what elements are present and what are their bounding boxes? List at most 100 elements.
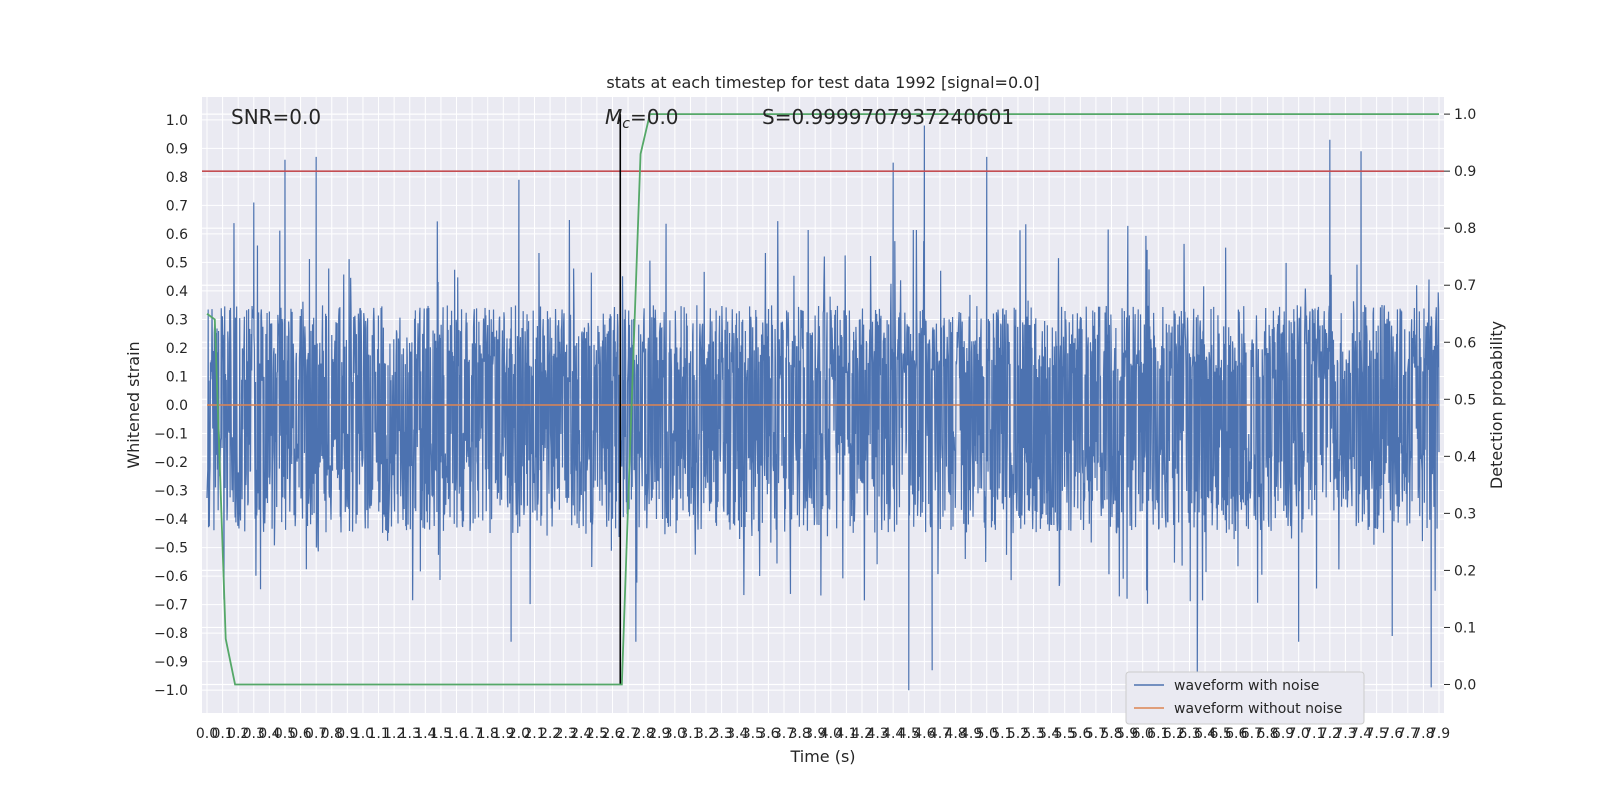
x-tick-label: 0.2 [227,726,249,742]
x-tick-label: 7.2 [1319,726,1341,742]
x-tick-label: 1.9 [492,726,514,742]
x-tick-label: 5.5 [1054,726,1076,742]
x-tick-label: 7.6 [1381,726,1403,742]
x-tick-label: 5.7 [1085,726,1107,742]
x-tick-label: 4.5 [898,726,920,742]
snr-annotation: SNR=0.0 [231,105,321,129]
x-tick-label: 2.8 [633,726,655,742]
left-y-tick-label: 0.7 [166,198,188,214]
x-tick-label: 3.2 [695,726,717,742]
x-tick-label: 0.7 [305,726,327,742]
left-y-tick-label: −0.9 [154,655,188,671]
score-annotation: S=0.9999707937240601 [762,105,1014,129]
x-tick-label: 0.8 [321,726,343,742]
x-tick-label: 0.9 [336,726,358,742]
x-tick-label: 0.1 [211,726,233,742]
x-tick-label: 5.9 [1116,726,1138,742]
x-tick-label: 2.4 [570,726,592,742]
x-tick-label: 7.1 [1303,726,1325,742]
x-tick-label: 2.9 [648,726,670,742]
x-tick-label: 6.1 [1147,726,1169,742]
x-tick-labels: 0.00.10.20.30.40.50.60.70.80.91.01.11.21… [196,726,1450,742]
x-tick-label: 4.2 [851,726,873,742]
line-series [202,113,1444,686]
chart-title: stats at each timestep for test data 199… [606,73,1039,92]
left-y-tick-label: 0.4 [166,284,188,300]
x-tick-label: 5.0 [976,726,998,742]
right-y-tick-labels: 1.0 0.9 0.8 0.7 0.6 0.5 0.4 0.3 0.2 0.1 0.0 [1444,107,1476,693]
x-tick-label: 7.0 [1288,726,1310,742]
left-y-tick-label: 0.0 [166,398,188,414]
x-tick-label: 1.2 [383,726,405,742]
left-y-tick-label: −0.5 [154,541,188,557]
x-tick-label: 0.4 [258,726,280,742]
x-tick-label: 6.7 [1241,726,1263,742]
x-tick-label: 1.5 [430,726,452,742]
left-y-tick-label: −0.1 [154,427,188,443]
x-tick-label: 6.6 [1225,726,1247,742]
x-tick-label: 6.8 [1256,726,1278,742]
x-tick-label: 3.4 [726,726,748,742]
right-y-tick-label: 0.2 [1454,563,1476,579]
x-tick-label: 6.0 [1132,726,1154,742]
x-tick-label: 6.9 [1272,726,1294,742]
x-tick-label: 6.4 [1194,726,1216,742]
x-tick-label: 2.1 [523,726,545,742]
x-tick-label: 2.6 [601,726,623,742]
right-y-tick-label: 0.9 [1454,164,1476,180]
x-tick-label: 3.8 [788,726,810,742]
legend-label-clean: waveform without noise [1174,701,1342,717]
x-tick-label: 3.6 [757,726,779,742]
x-tick-label: 1.7 [461,726,483,742]
left-y-tick-label: −0.4 [154,512,188,528]
x-tick-label: 7.7 [1397,726,1419,742]
x-tick-label: 4.9 [960,726,982,742]
left-y-tick-label: 0.6 [166,227,188,243]
right-y-tick-label: 1.0 [1454,107,1476,123]
x-tick-label: 2.7 [617,726,639,742]
x-tick-label: 6.3 [1178,726,1200,742]
x-tick-label: 5.8 [1100,726,1122,742]
left-y-tick-label: −1.0 [154,683,188,699]
x-tick-label: 5.6 [1069,726,1091,742]
right-y-tick-label: 0.7 [1454,278,1476,294]
x-tick-label: 3.3 [711,726,733,742]
x-tick-label: 6.5 [1210,726,1232,742]
x-tick-label: 0.3 [243,726,265,742]
x-tick-label: 0.5 [274,726,296,742]
left-y-tick-labels: 1.0 0.9 0.8 0.7 0.6 0.5 0.4 0.3 0.2 0.1 0.0 −0.1 −0.… [154,113,188,699]
x-tick-label: 5.1 [991,726,1013,742]
x-tick-label: 7.5 [1365,726,1387,742]
x-tick-label: 7.9 [1428,726,1450,742]
chirp-mass-value: =0.0 [630,105,679,129]
x-tick-label: 1.8 [477,726,499,742]
x-tick-label: 7.3 [1334,726,1356,742]
left-y-tick-label: 0.3 [166,312,188,328]
right-y-axis-label: Detection probability [1487,321,1506,489]
left-y-tick-label: 1.0 [166,113,188,129]
left-y-tick-label: −0.2 [154,455,188,471]
x-tick-label: 1.1 [367,726,389,742]
x-tick-label: 4.7 [929,726,951,742]
chirp-mass-symbol: M [605,105,622,129]
waveform-with-noise-line [206,125,1440,691]
left-y-tick-label: 0.5 [166,255,188,271]
x-tick-label: 6.2 [1163,726,1185,742]
x-tick-label: 2.0 [508,726,530,742]
right-y-tick-label: 0.6 [1454,335,1476,351]
left-y-tick-label: 0.9 [166,141,188,157]
right-y-tick-label: 0.1 [1454,620,1476,636]
x-tick-label: 1.0 [352,726,374,742]
x-tick-label: 5.4 [1038,726,1060,742]
x-tick-label: 0.6 [289,726,311,742]
x-tick-label: 4.4 [882,726,904,742]
right-y-tick-label: 0.4 [1454,449,1476,465]
x-tick-label: 7.8 [1412,726,1434,742]
x-tick-label: 4.8 [944,726,966,742]
x-axis-label: Time (s) [789,747,855,766]
right-y-tick-label: 0.5 [1454,392,1476,408]
x-tick-label: 3.1 [679,726,701,742]
right-y-tick-label: 0.3 [1454,506,1476,522]
x-tick-label: 7.4 [1350,726,1372,742]
x-tick-label: 1.3 [399,726,421,742]
